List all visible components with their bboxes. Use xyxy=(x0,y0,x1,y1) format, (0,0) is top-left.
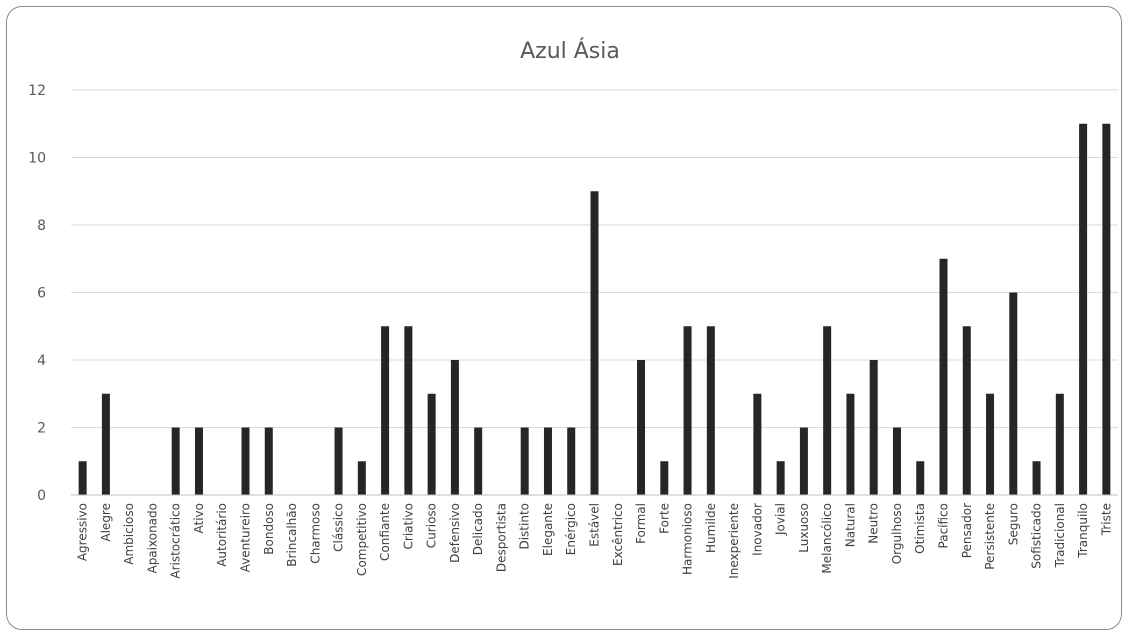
x-tick-label: Aventureiro xyxy=(239,503,253,572)
x-tick-label: Jovial xyxy=(774,503,788,536)
bar-45 xyxy=(1102,123,1111,495)
bar-5 xyxy=(171,427,180,495)
x-tick-label: Ambicioso xyxy=(122,503,136,565)
bar-37 xyxy=(916,461,925,495)
x-tick-label: Excêntrico xyxy=(611,503,625,566)
x-tick-label: Competitivo xyxy=(355,503,369,576)
bar-17 xyxy=(450,360,459,495)
x-tick-label: Criativo xyxy=(401,503,415,549)
x-tick-label: Bondoso xyxy=(262,503,276,555)
x-tick-label: Defensivo xyxy=(448,503,462,563)
x-tick-label: Inovador xyxy=(750,503,764,556)
bar-35 xyxy=(869,360,878,495)
bar-1 xyxy=(78,461,87,495)
x-tick-label: Sofisticado xyxy=(1030,503,1044,569)
bar-18 xyxy=(474,427,483,495)
x-tick-label: Alegre xyxy=(99,503,113,542)
bar-40 xyxy=(986,393,995,495)
bar-13 xyxy=(357,461,366,495)
x-tick-label: Enérgico xyxy=(564,503,578,555)
bar-12 xyxy=(334,427,343,495)
bar-23 xyxy=(590,191,599,495)
x-tick-label: Persistente xyxy=(983,503,997,570)
y-tick-label: 10 xyxy=(28,151,46,167)
bar-43 xyxy=(1055,393,1064,495)
y-tick-label: 2 xyxy=(37,421,46,437)
x-tick-label: Orgulhoso xyxy=(890,503,904,564)
x-tick-label: Tranquilo xyxy=(1076,503,1090,559)
y-axis-ticks: 0 2 4 6 8 10 12 xyxy=(28,83,46,504)
x-tick-label: Pacífico xyxy=(937,503,951,548)
bar-27 xyxy=(683,326,692,495)
x-tick-label: Harmonioso xyxy=(681,503,695,575)
x-tick-label: Seguro xyxy=(1006,503,1020,545)
x-tick-label: Elegante xyxy=(541,503,555,556)
bar-2 xyxy=(101,393,110,495)
x-tick-label: Apaixonado xyxy=(145,503,159,574)
bar-25 xyxy=(637,360,646,495)
x-tick-label: Desportista xyxy=(494,503,508,572)
x-tick-label: Curioso xyxy=(425,503,439,548)
x-axis-ticks: Agressivo Alegre Ambicioso Apaixonado Aristo… xyxy=(76,503,1114,579)
bar-21 xyxy=(543,427,552,495)
x-tick-label: Otimista xyxy=(913,503,927,554)
bar-14 xyxy=(381,326,390,495)
bar-33 xyxy=(823,326,832,495)
bar-30 xyxy=(753,393,762,495)
y-tick-label: 6 xyxy=(37,286,46,302)
y-tick-label: 4 xyxy=(37,353,46,369)
x-tick-label: Tradicional xyxy=(1053,503,1067,568)
bar-20 xyxy=(520,427,529,495)
x-tick-label: Charmoso xyxy=(308,503,322,564)
x-tick-label: Inexperiente xyxy=(727,503,741,579)
x-tick-label: Formal xyxy=(634,503,648,544)
bar-15 xyxy=(404,326,413,495)
x-tick-label: Autoritário xyxy=(215,503,229,567)
x-tick-label: Confiante xyxy=(378,503,392,561)
bar-9 xyxy=(264,427,273,495)
x-tick-label: Delicado xyxy=(471,503,485,555)
x-tick-label: Melancólico xyxy=(820,503,834,574)
y-tick-label: 12 xyxy=(28,83,46,99)
bar-28 xyxy=(706,326,715,495)
x-tick-label: Estável xyxy=(588,503,602,547)
x-tick-label: Natural xyxy=(843,503,857,547)
y-tick-label: 8 xyxy=(37,218,46,234)
x-tick-label: Pensador xyxy=(960,503,974,558)
x-tick-label: Distinto xyxy=(518,503,532,550)
y-tick-label: 0 xyxy=(37,488,46,504)
x-tick-label: Brincalhão xyxy=(285,503,299,567)
bar-42 xyxy=(1032,461,1041,495)
bar-38 xyxy=(939,258,948,495)
x-tick-label: Agressivo xyxy=(76,503,90,561)
x-tick-label: Ativo xyxy=(192,503,206,533)
bar-44 xyxy=(1079,123,1088,495)
chart-frame xyxy=(6,6,1122,630)
bar-26 xyxy=(660,461,669,495)
bar-39 xyxy=(962,326,971,495)
x-tick-label: Triste xyxy=(1099,503,1113,536)
bar-8 xyxy=(241,427,250,495)
x-tick-label: Luxuoso xyxy=(797,503,811,553)
bars xyxy=(78,123,1111,495)
bar-36 xyxy=(892,427,901,495)
x-tick-label: Neutro xyxy=(867,503,881,544)
bar-16 xyxy=(427,393,436,495)
x-tick-label: Aristocrático xyxy=(169,503,183,579)
bar-22 xyxy=(567,427,576,495)
bar-31 xyxy=(776,461,785,495)
x-tick-label: Humilde xyxy=(704,503,718,553)
x-tick-label: Clássico xyxy=(332,503,346,552)
bar-32 xyxy=(799,427,808,495)
chart-title: Azul Ásia xyxy=(520,38,620,64)
bar-41 xyxy=(1009,292,1018,495)
bar-34 xyxy=(846,393,855,495)
bar-6 xyxy=(194,427,203,495)
x-tick-label: Forte xyxy=(657,503,671,534)
